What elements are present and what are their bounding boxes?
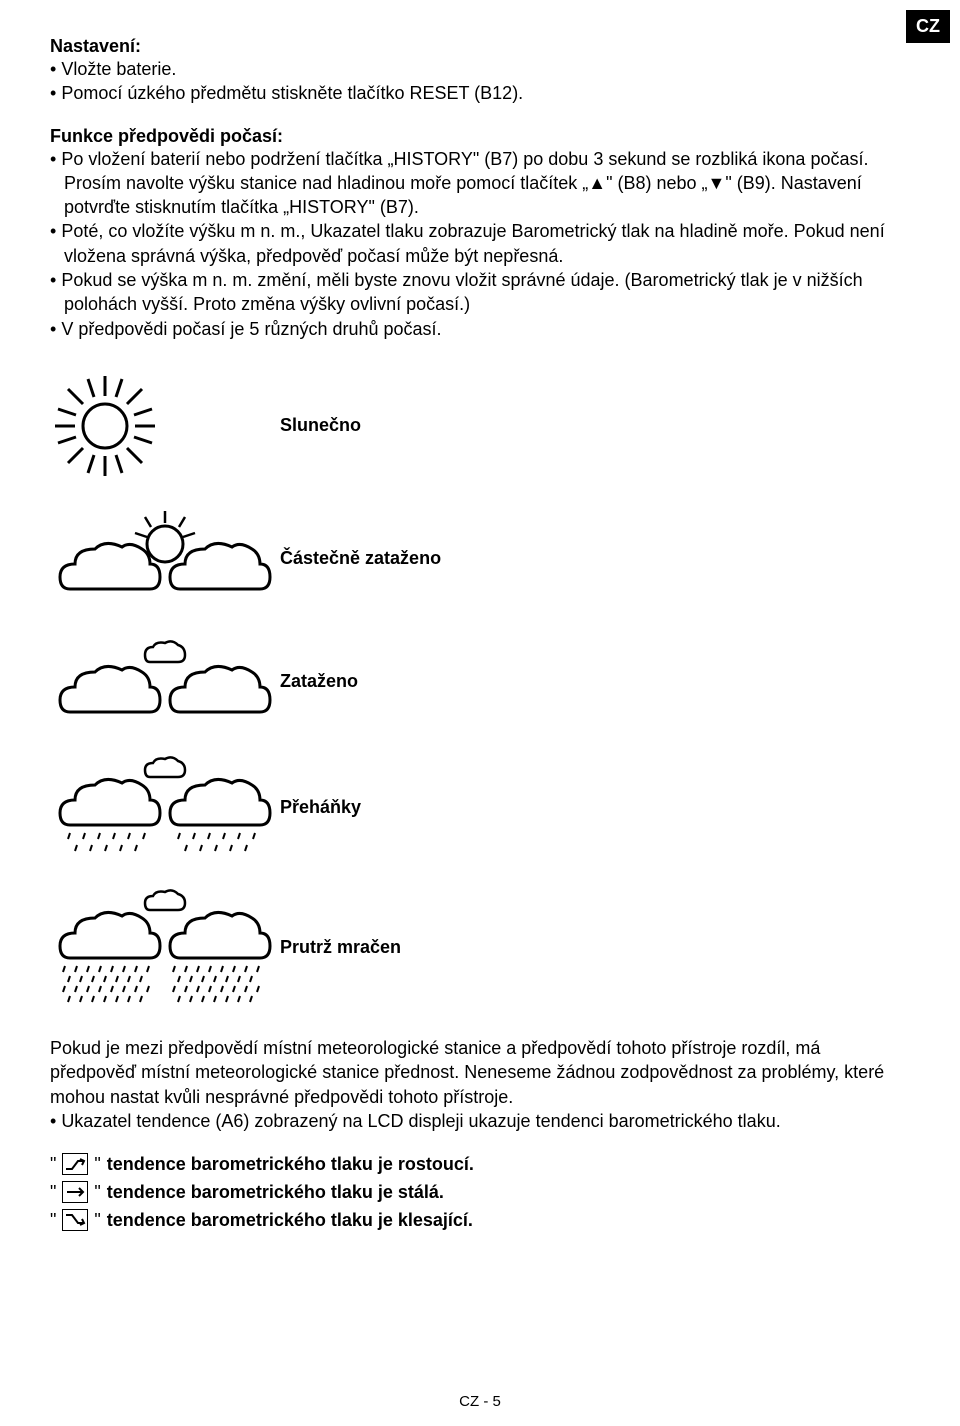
- tendency-section: " " tendence barometrického tlaku je ros…: [50, 1153, 910, 1231]
- quote-mark: ": [50, 1154, 56, 1175]
- tendency-row-steady: " " tendence barometrického tlaku je stá…: [50, 1181, 910, 1203]
- partly-cloudy-icon: [50, 509, 280, 609]
- weather-label: Přeháňky: [280, 797, 361, 818]
- settings-section: Nastavení: Vložte baterie. Pomocí úzkého…: [50, 36, 910, 106]
- weather-label: Částečně zataženo: [280, 548, 441, 569]
- list-item: Po vložení baterií nebo podržení tlačítk…: [64, 147, 910, 220]
- weather-label: Slunečno: [280, 415, 361, 436]
- heavy-rain-icon: [50, 888, 280, 1008]
- sunny-icon: [50, 371, 280, 481]
- language-badge: CZ: [906, 10, 950, 43]
- list-item: Pomocí úzkého předmětu stiskněte tlačítk…: [64, 81, 910, 105]
- weather-row-partly-cloudy: Částečně zataženo: [50, 509, 910, 609]
- quote-mark: ": [94, 1182, 100, 1203]
- settings-list: Vložte baterie. Pomocí úzkého předmětu s…: [50, 57, 910, 106]
- trend-rising-icon: [62, 1153, 88, 1175]
- weather-row-showers: Přeháňky: [50, 755, 910, 860]
- list-item: Pokud se výška m n. m. změní, měli byste…: [64, 268, 910, 317]
- tendency-row-falling: " " tendence barometrického tlaku je kle…: [50, 1209, 910, 1231]
- showers-icon: [50, 755, 280, 860]
- weather-row-sunny: Slunečno: [50, 371, 910, 481]
- footer-list: Ukazatel tendence (A6) zobrazený na LCD …: [50, 1109, 910, 1133]
- weather-types: Slunečno Částečně zataženo: [50, 371, 910, 1008]
- footer-paragraph: Pokud je mezi předpovědí místní meteorol…: [50, 1036, 910, 1109]
- footer-section: Pokud je mezi předpovědí místní meteorol…: [50, 1036, 910, 1133]
- list-item: Ukazatel tendence (A6) zobrazený na LCD …: [64, 1109, 910, 1133]
- settings-heading: Nastavení:: [50, 36, 910, 57]
- weather-label: Zataženo: [280, 671, 358, 692]
- quote-mark: ": [50, 1182, 56, 1203]
- page-number: CZ - 5: [0, 1393, 960, 1410]
- list-item: Vložte baterie.: [64, 57, 910, 81]
- tendency-text: tendence barometrického tlaku je stálá.: [107, 1182, 444, 1203]
- cloudy-icon: [50, 637, 280, 727]
- weather-row-cloudy: Zataženo: [50, 637, 910, 727]
- trend-steady-icon: [62, 1181, 88, 1203]
- list-item: Poté, co vložíte výšku m n. m., Ukazatel…: [64, 219, 910, 268]
- trend-falling-icon: [62, 1209, 88, 1231]
- weather-label: Prutrž mračen: [280, 937, 401, 958]
- tendency-row-rising: " " tendence barometrického tlaku je ros…: [50, 1153, 910, 1175]
- quote-mark: ": [94, 1154, 100, 1175]
- tendency-text: tendence barometrického tlaku je klesají…: [107, 1210, 473, 1231]
- forecast-list: Po vložení baterií nebo podržení tlačítk…: [50, 147, 910, 341]
- forecast-section: Funkce předpovědi počasí: Po vložení bat…: [50, 126, 910, 341]
- quote-mark: ": [94, 1210, 100, 1231]
- forecast-heading: Funkce předpovědi počasí:: [50, 126, 910, 147]
- quote-mark: ": [50, 1210, 56, 1231]
- tendency-text: tendence barometrického tlaku je rostouc…: [107, 1154, 474, 1175]
- weather-row-heavy-rain: Prutrž mračen: [50, 888, 910, 1008]
- list-item: V předpovědi počasí je 5 různých druhů p…: [64, 317, 910, 341]
